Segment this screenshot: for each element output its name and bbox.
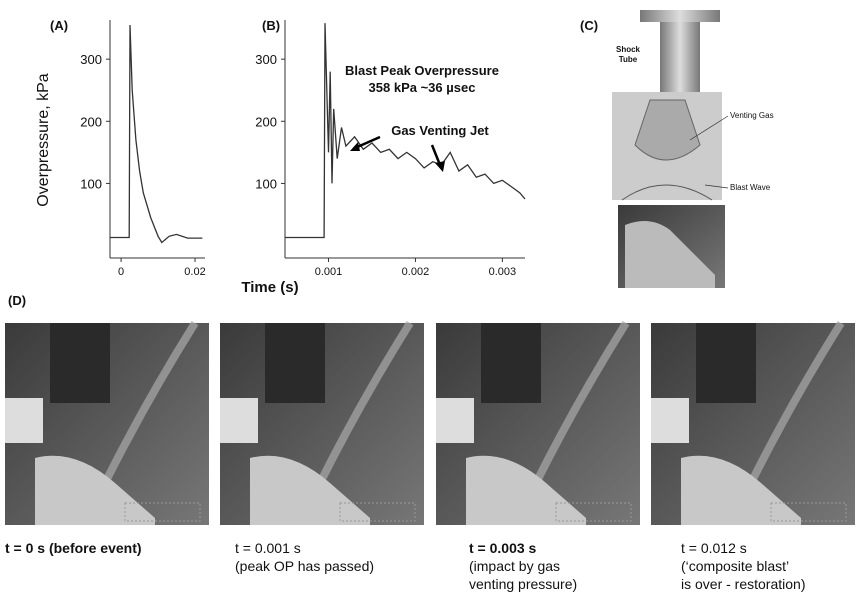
panel-d: t = 0 s (before event) t = 0.001 s (peak O… bbox=[5, 323, 855, 592]
x-tick-label: 0.003 bbox=[489, 266, 517, 278]
y-tick-label: 200 bbox=[255, 114, 277, 129]
annotation: 358 kPa ~36 µsec bbox=[369, 80, 476, 95]
panel-label: (D) bbox=[8, 293, 26, 308]
figure: (A) (B) Overpressure, kPa Time (s) (C) S… bbox=[0, 0, 856, 599]
y-tick-label: 300 bbox=[255, 52, 277, 67]
tube bbox=[696, 323, 756, 403]
x-tick-label: 0.001 bbox=[315, 266, 343, 278]
y-tick-label: 200 bbox=[80, 114, 102, 129]
y-tick-label: 100 bbox=[80, 176, 102, 191]
tube bbox=[660, 22, 700, 92]
caption: is over - restoration) bbox=[681, 576, 805, 592]
holder bbox=[651, 398, 689, 443]
panel-c: (C) Shock Tube Venting Gas Blast Wave bbox=[580, 10, 774, 288]
holder bbox=[5, 398, 43, 443]
annotation: Blast Peak Overpressure bbox=[345, 63, 499, 78]
x-tick-label: 0.02 bbox=[184, 266, 205, 278]
label: Tube bbox=[619, 55, 638, 64]
panel-label: (C) bbox=[580, 18, 598, 33]
caption: t = 0.012 s bbox=[681, 540, 747, 556]
label: Venting Gas bbox=[730, 111, 774, 120]
caption: t = 0.003 s bbox=[469, 540, 537, 556]
caption: (peak OP has passed) bbox=[235, 558, 374, 574]
caption: (‘composite blast’ bbox=[681, 558, 789, 574]
y-tick-label: 100 bbox=[255, 176, 277, 191]
x-tick-label: 0 bbox=[118, 266, 124, 278]
data-line bbox=[110, 25, 202, 243]
caption: (impact by gas bbox=[469, 558, 560, 574]
caption: t = 0 s (before event) bbox=[5, 540, 142, 556]
caption: t = 0.001 s bbox=[235, 540, 301, 556]
holder bbox=[436, 398, 474, 443]
caption: venting pressure) bbox=[469, 576, 577, 592]
tube bbox=[265, 323, 325, 403]
label: Shock bbox=[616, 45, 641, 54]
x-axis-label: Time (s) bbox=[241, 279, 298, 296]
annotation: Gas Venting Jet bbox=[391, 123, 489, 138]
panel-label: (B) bbox=[262, 18, 280, 33]
x-tick-label: 0.002 bbox=[402, 266, 430, 278]
y-axis-label: Overpressure, kPa bbox=[35, 73, 52, 206]
panel-label: (A) bbox=[50, 18, 68, 33]
tube bbox=[481, 323, 541, 403]
label: Blast Wave bbox=[730, 183, 771, 192]
holder bbox=[220, 398, 258, 443]
tube bbox=[50, 323, 110, 403]
tube-flange bbox=[640, 10, 720, 22]
y-tick-label: 300 bbox=[80, 52, 102, 67]
